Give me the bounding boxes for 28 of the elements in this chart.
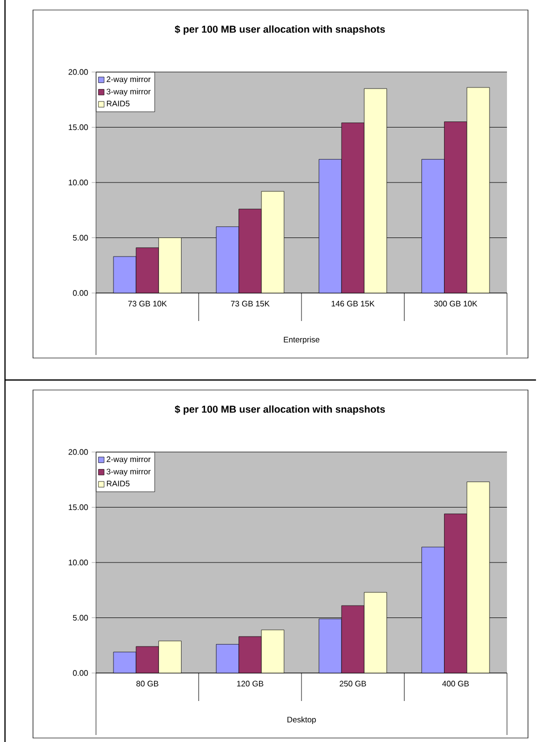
y-tick-label: 15.00 [68, 504, 88, 510]
x-axis-title: Enterprise [284, 336, 320, 344]
y-tick-label: 10.00 [68, 180, 88, 186]
y-tick-label: 5.00 [72, 614, 88, 621]
chart-title: $ per 100 MB user allocation with snapshots [174, 405, 385, 415]
y-tick-label: 0.00 [72, 670, 88, 676]
y-tick-label: 0.00 [72, 290, 88, 296]
y-tick-label: 10.00 [68, 560, 88, 566]
x-tick-label: 73 GB 15K [230, 300, 270, 306]
y-tick-label: 20.00 [68, 449, 88, 455]
x-tick-label: 400 GB [442, 680, 469, 686]
y-tick-label: 5.00 [72, 234, 88, 241]
x-tick-label: 146 GB 15K [332, 300, 375, 306]
legend-label: RAID5 [106, 100, 130, 106]
x-tick-label: 250 GB [340, 680, 366, 686]
legend-label: 2-way mirror [106, 456, 151, 464]
y-tick-label: 20.00 [68, 69, 88, 75]
x-tick-label: 300 GB 10K [434, 300, 478, 306]
legend-label: 2-way mirror [106, 76, 151, 84]
legend-label: 3-way mirror [106, 468, 151, 476]
legend-label: 3-way mirror [106, 88, 151, 96]
y-tick-label: 15.00 [68, 124, 88, 130]
x-axis-title: Desktop [287, 716, 316, 724]
chart-title: $ per 100 MB user allocation with snapshots [174, 25, 385, 35]
x-tick-label: 80 GB [136, 680, 158, 686]
x-tick-label: 120 GB [237, 680, 264, 686]
legend-label: RAID5 [106, 480, 130, 486]
x-tick-label: 73 GB 10K [128, 300, 167, 306]
